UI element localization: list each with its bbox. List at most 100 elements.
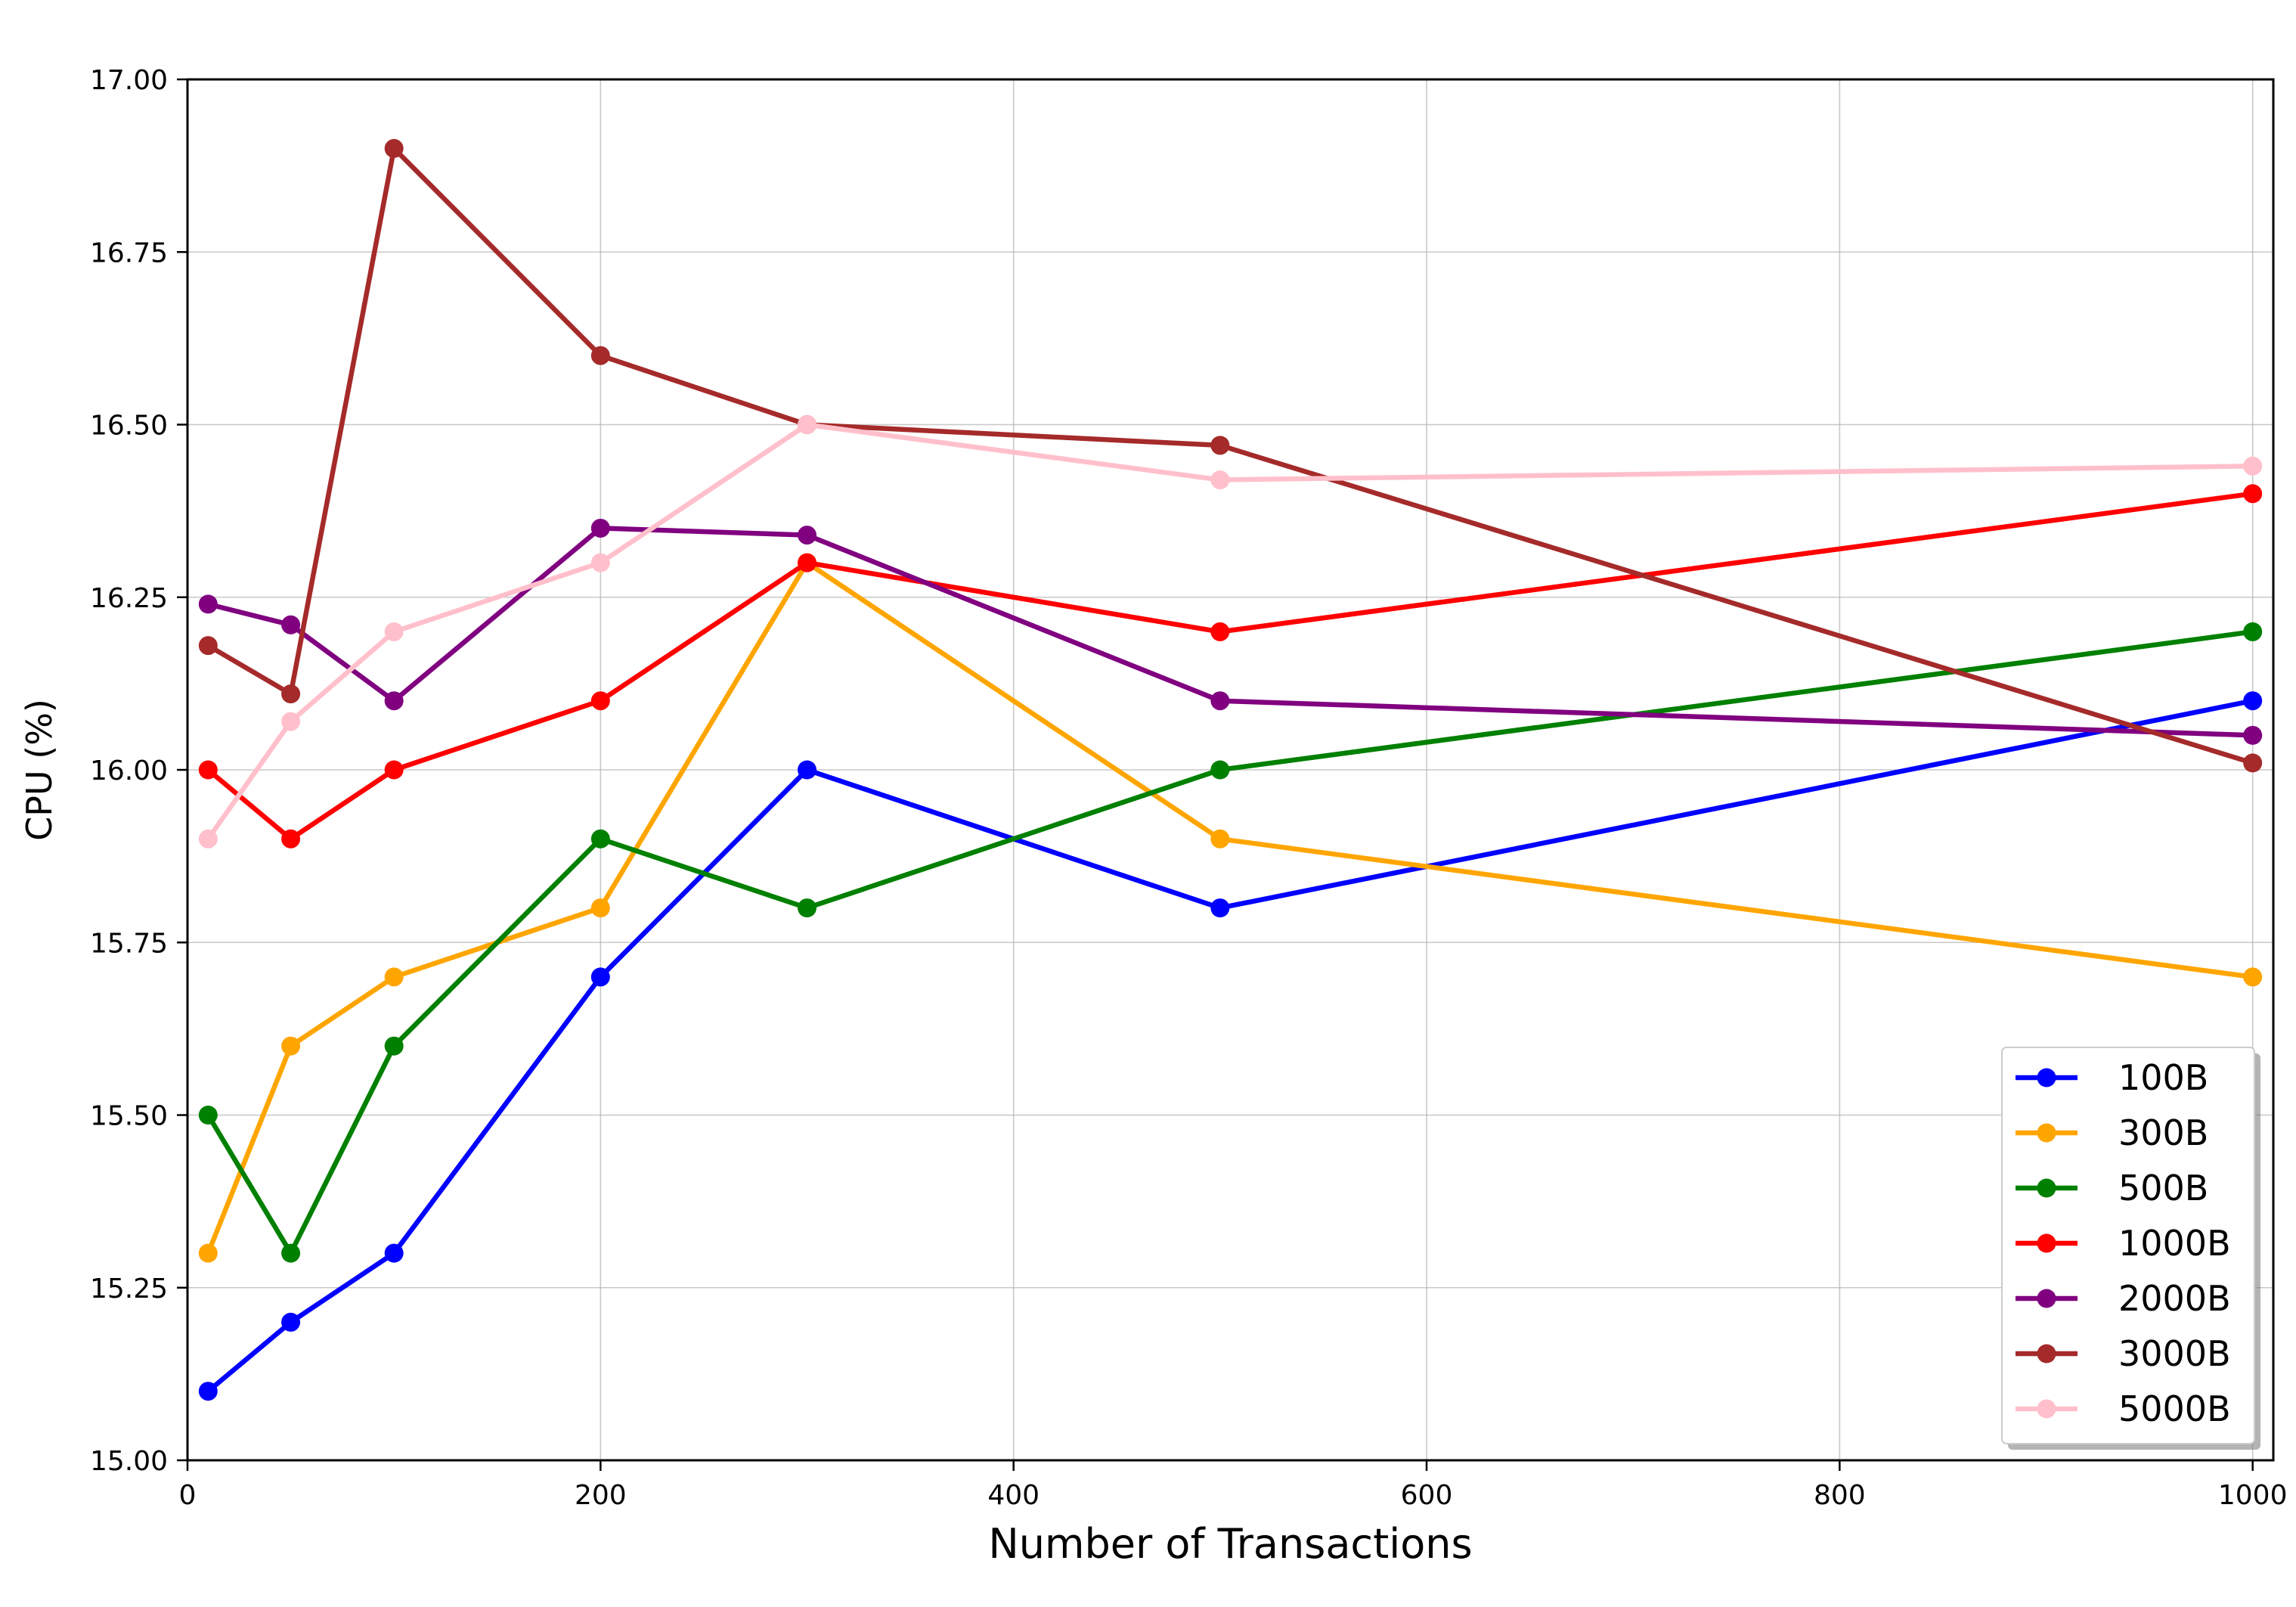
data-point-3000B: [1210, 436, 1230, 455]
data-point-100B: [281, 1312, 301, 1332]
data-point-2000B: [1210, 691, 1230, 711]
data-point-500B: [281, 1243, 301, 1263]
legend-label: 2000B: [2118, 1278, 2231, 1319]
data-point-1000B: [281, 829, 301, 848]
legend-label: 100B: [2118, 1057, 2208, 1098]
legend-item-300B: 300B: [2016, 1112, 2208, 1153]
y-tick-label: 17.00: [90, 65, 168, 96]
data-point-500B: [590, 829, 610, 848]
data-point-300B: [384, 967, 404, 987]
x-tick-label: 200: [575, 1480, 627, 1511]
data-point-500B: [198, 1106, 218, 1125]
y-tick-label: 16.50: [90, 411, 168, 442]
y-tick-label: 16.25: [90, 583, 168, 614]
data-point-5000B: [798, 415, 817, 434]
legend-item-100B: 100B: [2016, 1057, 2208, 1098]
data-point-1000B: [798, 553, 817, 572]
data-point-300B: [281, 1036, 301, 1056]
data-point-300B: [1210, 829, 1230, 848]
legend-label: 5000B: [2118, 1388, 2231, 1429]
legend-label: 3000B: [2118, 1333, 2231, 1374]
data-point-1000B: [590, 691, 610, 711]
x-tick-label: 0: [179, 1480, 197, 1511]
series-300B: [198, 553, 2263, 1263]
legend-label: 300B: [2118, 1112, 2208, 1153]
tick-labels: 0 200 400 600 800 1000 15.00 15.25 15.50 15.75 16.…: [90, 65, 2288, 1511]
data-point-2000B: [2243, 725, 2263, 745]
legend-marker: [2037, 1178, 2056, 1198]
legend-item-3000B: 3000B: [2016, 1333, 2231, 1374]
series-2000B: [198, 518, 2263, 745]
data-point-1000B: [2243, 484, 2263, 504]
legend-item-2000B: 2000B: [2016, 1278, 2231, 1319]
x-axis-title: Number of Transactions: [988, 1520, 1472, 1568]
legend-item-5000B: 5000B: [2016, 1388, 2231, 1429]
x-tick-label: 400: [987, 1480, 1040, 1511]
data-point-100B: [2243, 691, 2263, 711]
legend-label: 500B: [2118, 1168, 2208, 1208]
data-point-300B: [198, 1243, 218, 1263]
data-point-3000B: [281, 684, 301, 704]
legend-box: [2001, 1047, 2255, 1444]
series-100B: [198, 691, 2263, 1401]
x-tick-label: 800: [1814, 1480, 1866, 1511]
data-point-2000B: [281, 615, 301, 634]
axes: [177, 78, 2275, 1471]
series-line-3000B: [206, 146, 2254, 766]
y-tick-label: 16.75: [90, 237, 168, 268]
data-point-500B: [798, 898, 817, 918]
data-point-100B: [798, 760, 817, 780]
data-point-300B: [2243, 967, 2263, 987]
data-point-3000B: [384, 138, 404, 158]
x-tick-label: 1000: [2218, 1480, 2288, 1511]
legend-label: 1000B: [2118, 1223, 2231, 1264]
data-point-100B: [590, 967, 610, 987]
series-1000B: [198, 484, 2263, 848]
legend-marker: [2037, 1289, 2056, 1308]
data-point-5000B: [2243, 456, 2263, 476]
y-tick-label: 15.00: [90, 1446, 168, 1477]
series-3000B: [198, 138, 2263, 773]
legend-item-1000B: 1000B: [2016, 1223, 2231, 1264]
data-point-1000B: [1210, 622, 1230, 641]
y-tick-label: 16.00: [90, 755, 168, 786]
x-tick-label: 600: [1401, 1480, 1453, 1511]
data-point-500B: [2243, 622, 2263, 641]
data-point-100B: [1210, 898, 1230, 918]
data-point-2000B: [590, 518, 610, 538]
data-point-3000B: [590, 346, 610, 365]
series-500B: [198, 622, 2263, 1263]
y-axis-title: CPU (%): [19, 699, 60, 841]
data-point-500B: [384, 1036, 404, 1056]
data-point-5000B: [590, 553, 610, 572]
y-tick-label: 15.25: [90, 1274, 168, 1305]
legend-marker: [2037, 1123, 2056, 1143]
data-point-5000B: [281, 712, 301, 731]
data-point-5000B: [384, 622, 404, 641]
data-point-3000B: [2243, 753, 2263, 773]
data-point-2000B: [798, 526, 817, 545]
legend-marker: [2037, 1344, 2056, 1363]
data-point-2000B: [198, 594, 218, 614]
legend-marker: [2037, 1068, 2056, 1087]
legend-marker: [2037, 1399, 2056, 1419]
data-point-1000B: [198, 760, 218, 780]
legend: 100B 300B 500B 1000B 2000B 3000B 5000B: [2001, 1047, 2260, 1450]
y-tick-label: 15.75: [90, 928, 168, 959]
data-point-5000B: [198, 829, 218, 848]
series-5000B: [198, 415, 2263, 848]
data-point-500B: [1210, 760, 1230, 780]
data-point-300B: [590, 898, 610, 918]
data-point-100B: [198, 1382, 218, 1401]
y-tick-label: 15.50: [90, 1101, 168, 1132]
data-point-3000B: [198, 636, 218, 656]
series-lines: [198, 138, 2263, 1401]
data-point-100B: [384, 1243, 404, 1263]
data-point-5000B: [1210, 470, 1230, 490]
legend-item-500B: 500B: [2016, 1168, 2208, 1208]
legend-marker: [2037, 1233, 2056, 1253]
data-point-1000B: [384, 760, 404, 780]
data-point-2000B: [384, 691, 404, 711]
